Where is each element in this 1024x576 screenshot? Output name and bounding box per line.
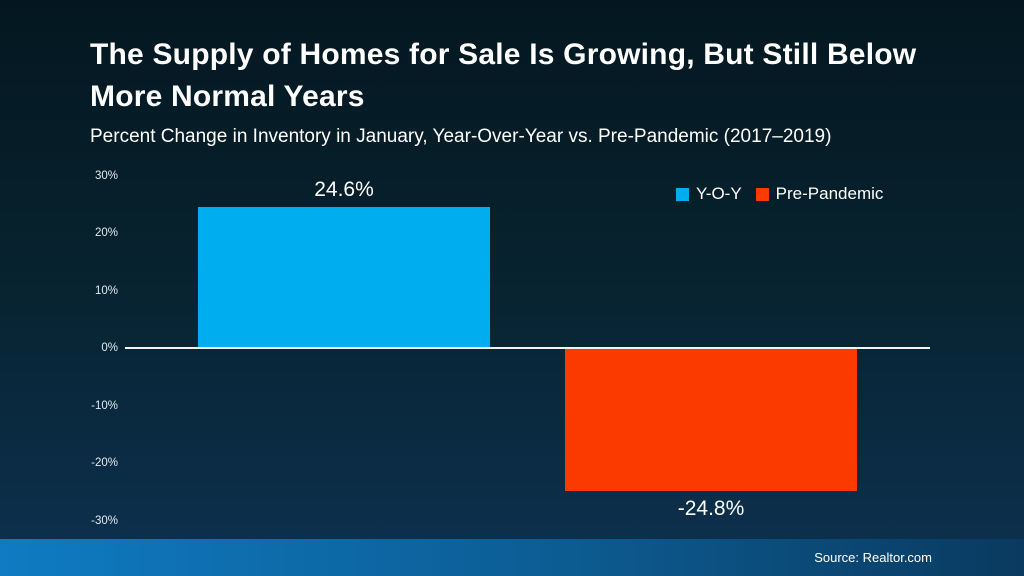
y-axis-tick-label: -20% (91, 457, 118, 469)
legend-item-pre-pandemic: Pre-Pandemic (755, 184, 884, 204)
y-axis-tick-label: 20% (94, 227, 118, 239)
chart-legend: Y-O-Y Pre-Pandemic (676, 184, 883, 204)
legend-swatch-icon (755, 187, 769, 201)
legend-item-y-o-y: Y-O-Y (676, 184, 742, 204)
bar-value-label-y-o-y: 24.6% (314, 178, 374, 202)
bar-pre-pandemic (565, 348, 857, 492)
source-footer: Source: Realtor.com (0, 539, 1024, 576)
bar-y-o-y (198, 207, 490, 349)
page-title: The Supply of Homes for Sale Is Growing,… (90, 38, 917, 113)
source-text: Source: Realtor.com (814, 550, 932, 565)
bar-value-label-pre-pandemic: -24.8% (677, 497, 745, 521)
y-axis-tick-label: 30% (94, 169, 118, 182)
legend-label: Y-O-Y (696, 184, 742, 203)
y-axis-tick-label: 0% (101, 342, 118, 354)
zero-axis-line (125, 347, 930, 349)
legend-label: Pre-Pandemic (775, 184, 884, 203)
y-axis-tick-label: -10% (91, 399, 118, 412)
chart-subtitle: Percent Change in Inventory in January, … (90, 126, 832, 147)
y-axis-tick-label: 10% (94, 284, 118, 297)
y-axis-tick-label: -30% (91, 514, 118, 527)
legend-swatch-icon (676, 187, 689, 201)
